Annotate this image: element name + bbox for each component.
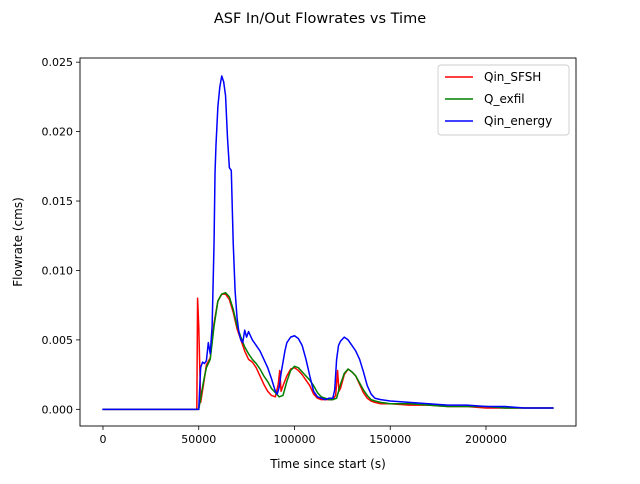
- y-tick-label: 0.015: [42, 195, 74, 208]
- y-axis-ticks: 0.000 0.005 0.010 0.015 0.020 0.025: [42, 56, 80, 416]
- legend-label: Qin_SFSH: [484, 70, 541, 84]
- legend-label: Q_exfil: [484, 92, 525, 106]
- legend: Qin_SFSH Q_exfil Qin_energy: [437, 64, 570, 136]
- series-line-qin-energy: [102, 75, 554, 411]
- chart-title: ASF In/Out Flowrates vs Time: [214, 11, 426, 27]
- x-tick-label: 50000: [181, 433, 216, 446]
- y-tick-label: 0.025: [42, 56, 74, 69]
- legend-box: [437, 64, 570, 136]
- plot-area-frame: [79, 57, 577, 427]
- y-tick-label: 0.010: [42, 264, 74, 277]
- x-tick-label: 0: [99, 433, 106, 446]
- x-tick-label: 150000: [369, 433, 411, 446]
- x-axis-label: Time since start (s): [269, 457, 386, 471]
- y-axis-label: Flowrate (cms): [11, 197, 25, 286]
- y-tick-label: 0.000: [42, 403, 74, 416]
- series-line-qin-sfsh: [102, 293, 554, 411]
- legend-label: Qin_energy: [484, 114, 552, 128]
- y-tick-label: 0.020: [42, 126, 74, 139]
- x-tick-label: 200000: [465, 433, 507, 446]
- plot-lines: [102, 75, 554, 411]
- x-axis-ticks: 0 50000 100000 150000 200000: [99, 426, 507, 446]
- x-tick-label: 100000: [273, 433, 315, 446]
- series-line-q-exfil: [102, 291, 554, 411]
- y-tick-label: 0.005: [42, 334, 74, 347]
